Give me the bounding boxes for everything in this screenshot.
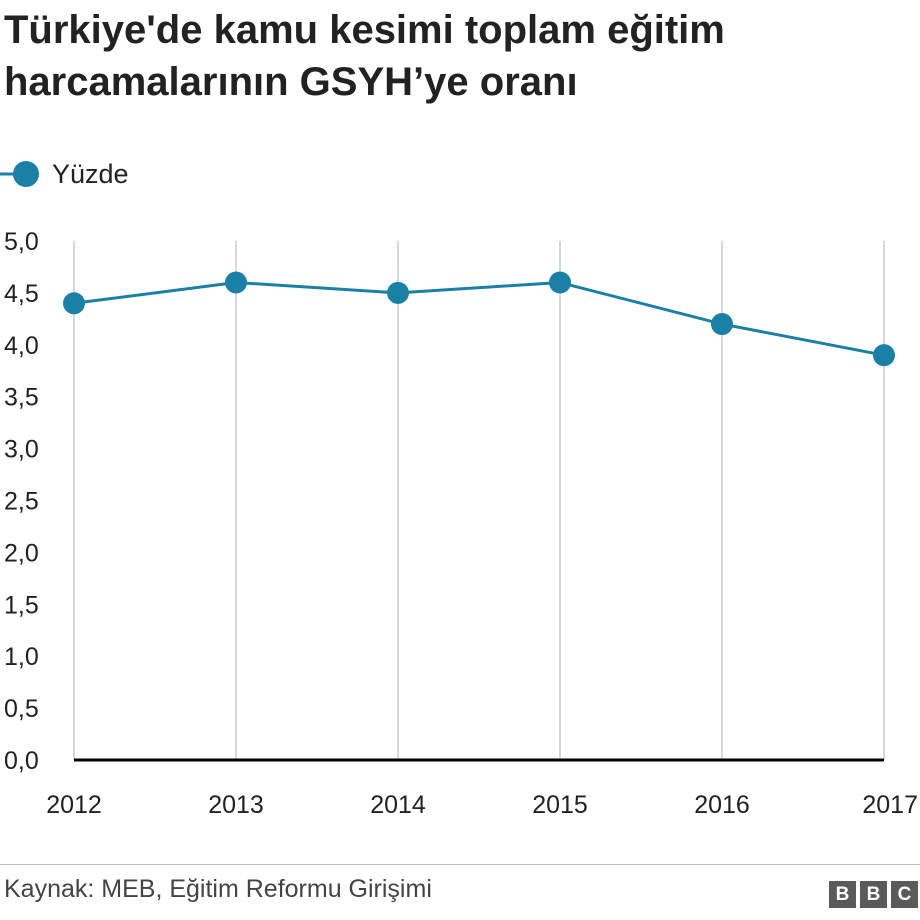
y-tick-label: 4,5 xyxy=(4,280,39,308)
legend: Yüzde xyxy=(0,154,129,194)
y-tick-label: 2,5 xyxy=(4,488,39,516)
line-chart: 0,0 0,5 1,0 1,5 2,0 2,5 3,0 3,5 4,0 4,5 5,0 2012 201… xyxy=(4,228,918,819)
y-tick-label: 3,5 xyxy=(4,384,39,412)
y-tick-label: 2,0 xyxy=(4,539,39,567)
source-note: Kaynak: MEB, Eğitim Reformu Girişimi xyxy=(4,875,432,903)
x-tick-label: 2012 xyxy=(46,791,102,819)
y-tick-label: 1,5 xyxy=(4,591,39,619)
data-point xyxy=(711,313,733,336)
x-tick-label: 2014 xyxy=(370,791,426,819)
logo-letter: B xyxy=(860,881,887,908)
logo-letter: B xyxy=(829,881,856,908)
footer-divider xyxy=(0,864,920,865)
y-tick-label: 3,0 xyxy=(4,436,39,464)
x-tick-label: 2017 xyxy=(862,791,918,819)
data-point xyxy=(549,271,571,294)
x-tick-label: 2015 xyxy=(532,791,588,819)
y-tick-label: 4,0 xyxy=(4,332,39,360)
legend-label: Yüzde xyxy=(52,158,129,189)
data-point xyxy=(63,292,85,315)
y-tick-label: 1,0 xyxy=(4,643,39,671)
series-line xyxy=(73,281,885,357)
logo-letter: C xyxy=(891,881,918,908)
bbc-logo: B B C xyxy=(829,881,918,908)
data-point xyxy=(387,281,409,304)
data-point xyxy=(873,344,895,367)
x-tick-label: 2013 xyxy=(208,791,264,819)
y-tick-label: 0,5 xyxy=(4,695,39,723)
y-tick-label: 0,0 xyxy=(4,747,39,775)
data-point xyxy=(225,271,247,294)
legend-marker-icon xyxy=(0,161,39,187)
y-tick-label: 5,0 xyxy=(4,228,39,256)
chart-title: Türkiye'de kamu kesimi toplam eğitim har… xyxy=(4,8,725,104)
x-tick-label: 2016 xyxy=(694,791,750,819)
